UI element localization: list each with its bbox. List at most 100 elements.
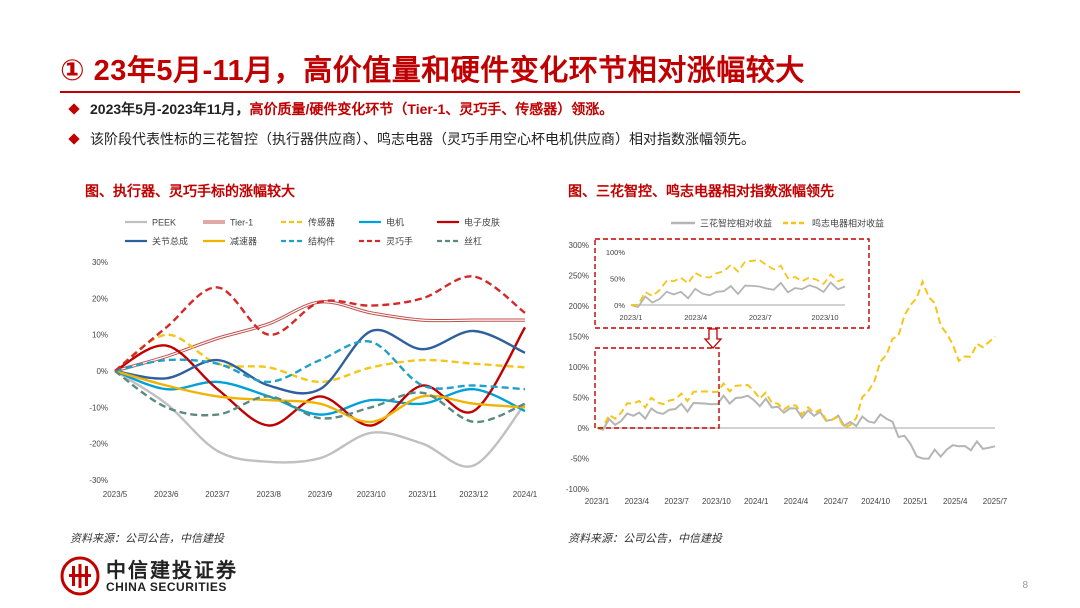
legend-item-7: 减速器 [203,236,257,247]
y-tick-label: -100% [566,485,589,494]
x-tick-label: 2024/10 [861,497,890,506]
bullet-1: 2023年5月-2023年11月，高价质量/硬件变化环节（Tier-1、灵巧手、… [68,99,614,119]
series-line-8 [114,340,526,391]
y-tick-label: 300% [569,241,589,250]
legend-label: 传感器 [308,217,335,228]
bullet-2: 该阶段代表性标的三花智控（执行器供应商）、鸣志电器（灵巧手用空心杯电机供应商）相… [68,129,755,149]
x-tick-label: 2023/1 [585,497,610,506]
x-tick-label: 2023/12 [459,490,488,499]
legend-label: 减速器 [230,236,257,247]
legend-label: 关节总成 [152,236,188,247]
inset-x-tick-label: 2023/10 [811,313,838,322]
y-tick-label: -30% [89,476,108,485]
y-tick-label: 20% [92,294,108,303]
x-tick-label: 2024/1 [744,497,769,506]
legend-label: 电子皮肤 [464,217,500,228]
right-source-note: 资料来源：公司公告，中信建投 [568,533,722,545]
y-tick-label: -20% [89,440,108,449]
series-line-4 [114,369,526,416]
y-tick-label: 0% [96,367,108,376]
y-tick-label: -50% [570,455,589,464]
bullet-1-prefix: 2023年5月-2023年11月， [90,101,250,117]
diamond-bullet-icon [68,103,80,115]
legend-label: 结构件 [308,236,335,247]
x-tick-label: 2023/6 [154,490,179,499]
inset-y-tick-label: 50% [610,275,625,284]
y-tick-label: 0% [577,424,589,433]
x-tick-label: 2024/4 [784,497,809,506]
legend-item-1: PEEK [125,218,176,228]
y-tick-label: 250% [569,272,589,281]
x-tick-label: 2025/4 [943,497,968,506]
legend-item-9: 灵巧手 [359,236,413,247]
highlight-box [594,347,720,429]
x-tick-label: 2023/5 [103,490,128,499]
inset-x-tick-label: 2023/4 [684,313,707,322]
diamond-bullet-icon [68,133,80,145]
y-tick-label: -10% [89,403,108,412]
series-line-9 [114,275,526,372]
x-tick-label: 2023/8 [257,490,282,499]
legend-label: Tier-1 [230,218,253,228]
legend-item-5: 电子皮肤 [437,217,500,228]
legend-label: 三花智控相对收益 [700,218,772,229]
logo-text-en: CHINA SECURITIES [106,580,227,594]
series-line-10 [114,370,526,424]
legend-item-6: 关节总成 [125,236,188,247]
inset-x-tick-label: 2023/1 [620,313,643,322]
y-tick-label: 150% [569,333,589,342]
x-tick-label: 2023/4 [625,497,650,506]
inset-y-tick-label: 0% [614,301,625,310]
legend-label: 鸣志电器相对收益 [812,218,884,229]
x-tick-label: 2023/9 [308,490,333,499]
series-line-2 [596,278,996,429]
right-line-chart: 三花智控相对收益 鸣志电器相对收益 300% 250% 200% 150% 100% 50% 0… [566,218,1008,507]
y-tick-label: 50% [573,394,589,403]
legend-label: PEEK [152,218,176,228]
legend-item-1: 三花智控相对收益 [671,218,772,229]
series-line-1 [114,369,526,468]
x-tick-label: 2023/10 [702,497,731,506]
bullet-2-text: 该阶段代表性标的三花智控（执行器供应商）、鸣志电器（灵巧手用空心杯电机供应商）相… [90,131,755,147]
inset-x-tick-label: 2023/7 [749,313,772,322]
inset-series-line-2 [630,259,846,306]
series-line-5 [114,326,527,427]
y-tick-label: 100% [569,363,589,372]
inset-y-tick-label: 100% [606,248,626,257]
series-line-7 [114,369,526,424]
page-title: ① 23年5月-11月，高价值量和硬件变化环节相对涨幅较大 [60,55,805,87]
inset-series-line-1 [630,281,846,309]
company-logo: 中信建投证券 CHINA SECURITIES [60,554,260,598]
x-tick-label: 2025/7 [983,497,1008,506]
y-tick-label: 30% [92,258,108,267]
page-number: 8 [1022,580,1028,591]
logo-text-cn: 中信建投证券 [106,560,238,582]
title-divider [60,91,1020,93]
x-tick-label: 2023/10 [357,490,386,499]
x-tick-label: 2023/7 [664,497,689,506]
right-figure-title: 图、三花智控、鸣志电器相对指数涨幅领先 [568,183,834,199]
legend-item-10: 丝杠 [437,236,482,247]
series-line-1 [596,394,996,460]
legend-item-8: 结构件 [281,236,335,247]
y-tick-label: 10% [92,331,108,340]
legend-label: 电机 [386,217,404,228]
left-figure-title: 图、执行器、灵巧手标的涨幅较大 [85,183,295,199]
x-tick-label: 2023/11 [408,490,437,499]
logo-emblem-icon [60,556,100,596]
legend-item-3: 传感器 [281,217,335,228]
legend-item-4: 电机 [359,217,404,228]
x-tick-label: 2025/1 [903,497,928,506]
x-tick-label: 2024/1 [513,490,538,499]
legend-label: 灵巧手 [386,236,413,247]
y-tick-label: 200% [569,302,589,311]
up-arrow-icon [703,328,723,349]
series-line-3 [114,333,526,384]
left-source-note: 资料来源：公司公告，中信建投 [70,533,224,545]
x-tick-label: 2024/7 [824,497,849,506]
series-line-6 [114,328,526,395]
bullet-1-highlight: 高价质量/硬件变化环节（Tier-1、灵巧手、传感器）领涨。 [249,101,614,117]
legend-item-2: 鸣志电器相对收益 [783,218,884,229]
legend-label: 丝杠 [464,236,482,247]
